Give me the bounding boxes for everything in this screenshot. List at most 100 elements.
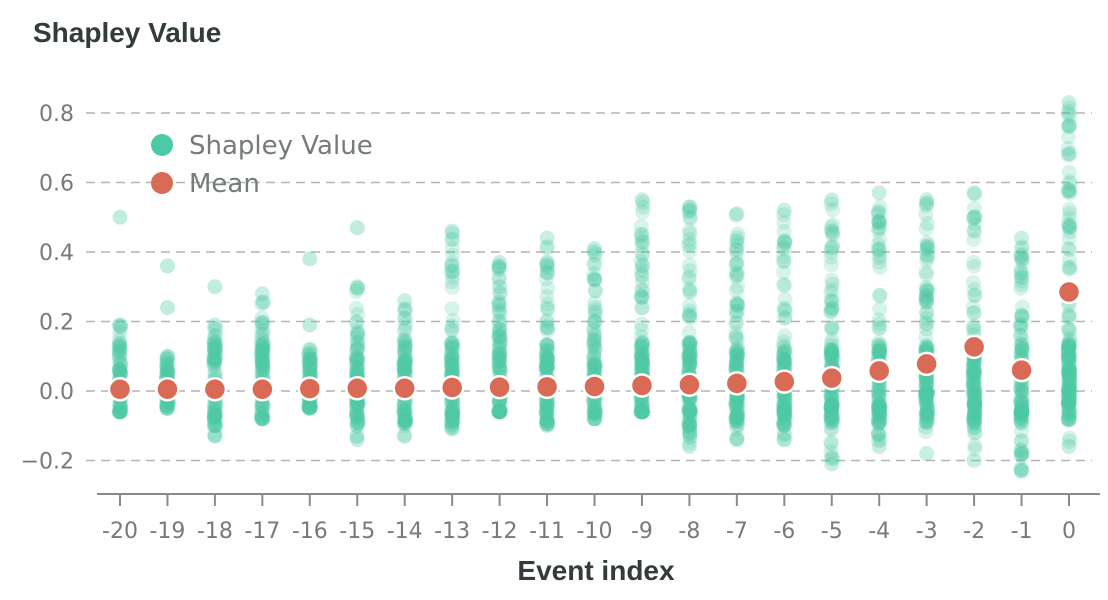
shapley-point bbox=[444, 335, 460, 351]
shapley-point bbox=[682, 236, 698, 252]
shapley-point bbox=[1013, 460, 1029, 476]
shapley-point bbox=[633, 404, 649, 420]
shapley-point bbox=[159, 400, 175, 416]
shapley-point bbox=[681, 405, 697, 421]
shapley-point bbox=[776, 351, 792, 367]
shapley-point bbox=[444, 255, 460, 271]
shapley-point bbox=[111, 404, 127, 420]
shapley-point bbox=[206, 418, 222, 434]
shapley-point bbox=[539, 240, 555, 256]
shapley-point bbox=[349, 363, 365, 379]
shapley-point bbox=[112, 365, 128, 381]
shapley-point bbox=[397, 418, 413, 434]
shapley-point bbox=[681, 348, 697, 364]
shapley-point bbox=[1061, 395, 1077, 411]
shapley-point bbox=[635, 404, 651, 420]
shapley-point bbox=[634, 349, 650, 365]
shapley-point bbox=[775, 404, 791, 420]
shapley-point bbox=[112, 338, 128, 354]
shapley-point bbox=[444, 421, 460, 437]
shapley-point bbox=[918, 340, 934, 356]
shapley-point bbox=[539, 401, 555, 417]
shapley-point bbox=[160, 365, 176, 381]
shapley-point bbox=[633, 352, 649, 368]
shapley-point bbox=[919, 195, 935, 211]
shapley-point bbox=[444, 339, 460, 355]
shapley-point bbox=[587, 402, 603, 418]
shapley-point bbox=[635, 404, 651, 420]
shapley-point bbox=[586, 339, 602, 355]
shapley-point bbox=[1061, 408, 1077, 424]
shapley-point bbox=[396, 363, 412, 379]
shapley-point bbox=[634, 300, 650, 316]
shapley-point bbox=[730, 346, 746, 362]
shapley-point bbox=[729, 350, 745, 366]
shapley-point bbox=[397, 333, 413, 349]
x-tick-label: 0 bbox=[1062, 519, 1076, 544]
shapley-point bbox=[350, 335, 366, 351]
shapley-point bbox=[206, 350, 222, 366]
shapley-point bbox=[824, 451, 840, 467]
shapley-point bbox=[919, 406, 935, 422]
shapley-point bbox=[775, 239, 791, 255]
shapley-point bbox=[1014, 342, 1030, 358]
shapley-point bbox=[634, 192, 650, 208]
shapley-point bbox=[159, 363, 175, 379]
shapley-point bbox=[254, 397, 270, 413]
shapley-point bbox=[1014, 309, 1030, 325]
shapley-point bbox=[350, 408, 366, 424]
shapley-point bbox=[159, 361, 175, 377]
shapley-point bbox=[397, 359, 413, 375]
shapley-point bbox=[492, 261, 508, 277]
shapley-point bbox=[824, 408, 840, 424]
shapley-point bbox=[255, 314, 271, 330]
shapley-point bbox=[253, 409, 269, 425]
shapley-point bbox=[396, 402, 412, 418]
shapley-point bbox=[634, 345, 650, 361]
shapley-point bbox=[396, 404, 412, 420]
shapley-point bbox=[823, 342, 839, 358]
shapley-point bbox=[918, 385, 934, 401]
shapley-point bbox=[1014, 383, 1030, 399]
shapley-point bbox=[444, 301, 460, 317]
shapley-point bbox=[254, 399, 270, 415]
shapley-point bbox=[1013, 404, 1029, 420]
shapley-point bbox=[776, 214, 792, 230]
shapley-point bbox=[919, 414, 935, 430]
shapley-point bbox=[254, 310, 270, 326]
shapley-point bbox=[159, 351, 175, 367]
shapley-point bbox=[539, 259, 555, 275]
shapley-point bbox=[491, 346, 507, 362]
shapley-point bbox=[206, 398, 222, 414]
shapley-point bbox=[1061, 396, 1077, 412]
shapley-point bbox=[586, 336, 602, 352]
shapley-point bbox=[445, 335, 461, 351]
shapley-point bbox=[348, 353, 364, 369]
shapley-point bbox=[587, 361, 603, 377]
shapley-point bbox=[255, 340, 271, 356]
shapley-point bbox=[1061, 359, 1077, 375]
shapley-point bbox=[398, 401, 414, 417]
shapley-point bbox=[1062, 377, 1078, 393]
shapley-point bbox=[776, 401, 792, 417]
shapley-point bbox=[348, 283, 364, 299]
shapley-point bbox=[159, 354, 175, 370]
shapley-point bbox=[730, 347, 746, 363]
shapley-point bbox=[966, 420, 982, 436]
shapley-point bbox=[871, 335, 887, 351]
shapley-point bbox=[1061, 100, 1077, 116]
shapley-point bbox=[730, 279, 746, 295]
shapley-point bbox=[540, 280, 556, 296]
shapley-point bbox=[682, 355, 698, 371]
shapley-point bbox=[823, 399, 839, 415]
shapley-point bbox=[1061, 361, 1077, 377]
shapley-point bbox=[586, 355, 602, 371]
shapley-point bbox=[729, 342, 745, 358]
shapley-point bbox=[967, 287, 983, 303]
shapley-point bbox=[777, 390, 793, 406]
y-tick-label: 0.0 bbox=[39, 380, 74, 405]
shapley-point bbox=[871, 400, 887, 416]
shapley-point bbox=[633, 404, 649, 420]
shapley-point bbox=[871, 433, 887, 449]
shapley-point bbox=[1062, 218, 1078, 234]
